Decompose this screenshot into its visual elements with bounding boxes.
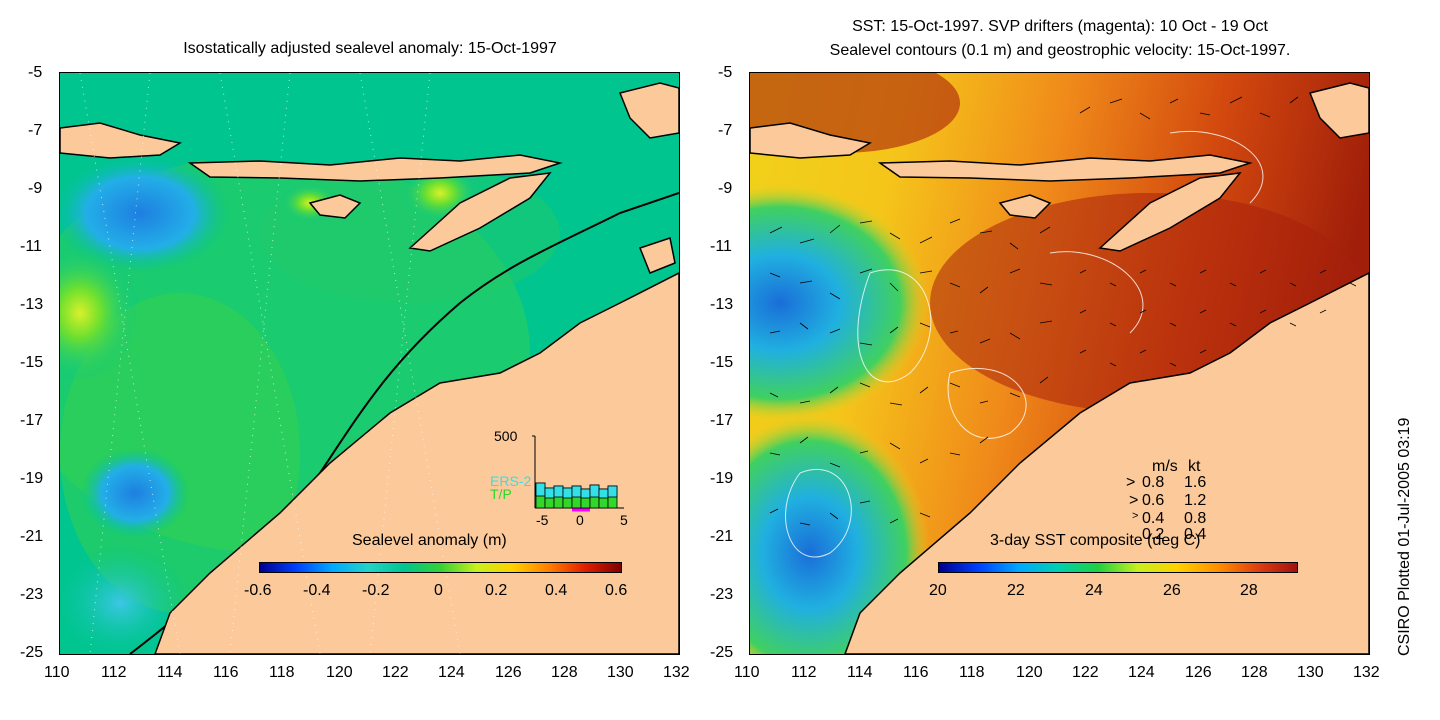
x-tick-label: 124 xyxy=(1128,664,1155,681)
sealevel-colorbar xyxy=(259,562,622,573)
x-tick-label: 128 xyxy=(551,664,578,681)
speed-legend-header-kt: kt xyxy=(1188,458,1201,475)
right-panel-title-line1: SST: 15-Oct-1997. SVP drifters (magenta)… xyxy=(852,18,1268,35)
y-tick-label: -15 xyxy=(20,354,44,371)
x-tick-label: 126 xyxy=(1185,664,1212,681)
colorbar-tick-label: 0.4 xyxy=(545,582,568,599)
inset-x-tick: -5 xyxy=(536,512,549,528)
speed-arrow-icon: > xyxy=(1126,474,1136,491)
speed-legend-header-ms: m/s xyxy=(1152,458,1178,475)
x-tick-label: 126 xyxy=(495,664,522,681)
y-tick-label: -17 xyxy=(710,412,734,429)
inset-y-max-label: 500 xyxy=(494,428,518,444)
sst-map xyxy=(749,72,1370,655)
y-tick-label: -21 xyxy=(20,528,44,545)
colorbar-tick-label: 0 xyxy=(434,582,443,599)
y-tick-label: -25 xyxy=(20,644,44,661)
speed-legend-kt: 0.8 xyxy=(1184,510,1207,527)
colorbar-tick-label: 20 xyxy=(929,582,947,599)
inset-x-tick: 5 xyxy=(620,512,628,528)
x-tick-label: 128 xyxy=(1241,664,1268,681)
inset-legend-tp: T/P xyxy=(490,486,512,502)
y-tick-label: -11 xyxy=(20,238,42,255)
y-tick-label: -11 xyxy=(710,238,732,255)
x-tick-label: 116 xyxy=(213,664,239,681)
x-tick-label: 112 xyxy=(101,664,127,681)
sst-colorbar xyxy=(938,562,1298,573)
x-tick-label: 122 xyxy=(1072,664,1099,681)
colorbar-tick-label: 28 xyxy=(1240,582,1258,599)
speed-legend: m/s kt > 0.8 1.6 > 0.6 1.2 > 0.4 0.8 0.2… xyxy=(1120,458,1240,543)
x-tick-label: 132 xyxy=(663,664,690,681)
x-tick-label: 120 xyxy=(326,664,353,681)
x-tick-label: 132 xyxy=(1353,664,1380,681)
speed-legend-ms: 0.6 xyxy=(1142,492,1165,509)
x-tick-label: 112 xyxy=(791,664,817,681)
x-tick-label: 120 xyxy=(1016,664,1043,681)
y-tick-label: -5 xyxy=(718,64,733,81)
y-tick-label: -13 xyxy=(20,296,44,313)
colorbar-tick-label: 0.6 xyxy=(605,582,628,599)
y-tick-label: -13 xyxy=(710,296,734,313)
colorbar-tick-label: 0.2 xyxy=(485,582,508,599)
inset-legend-ers2: ERS-2 xyxy=(490,473,532,489)
velocity-arrows xyxy=(769,96,1357,526)
colorbar-tick-label: 26 xyxy=(1163,582,1181,599)
speed-legend-kt: 1.2 xyxy=(1184,492,1207,509)
sealevel-colorbar-label: Sealevel anomaly (m) xyxy=(352,532,507,549)
colorbar-tick-label: 22 xyxy=(1007,582,1025,599)
sealevel-map-graphic xyxy=(60,73,679,654)
x-tick-label: 114 xyxy=(157,664,183,681)
speed-arrow-icon: > xyxy=(1129,492,1139,509)
sealevel-map xyxy=(59,72,680,655)
right-panel-title-line2: Sealevel contours (0.1 m) and geostrophi… xyxy=(829,42,1291,59)
plot-credit: CSIRO Plotted 01-Jul-2005 03:19 xyxy=(1396,417,1413,656)
x-tick-label: 110 xyxy=(734,664,760,681)
speed-legend-kt: 0.4 xyxy=(1184,526,1207,543)
y-tick-label: -21 xyxy=(710,528,734,545)
y-tick-label: -23 xyxy=(710,586,734,603)
y-tick-label: -7 xyxy=(28,122,43,139)
left-panel-title: Isostatically adjusted sealevel anomaly:… xyxy=(183,40,557,57)
y-tick-label: -15 xyxy=(710,354,734,371)
x-tick-label: 114 xyxy=(847,664,873,681)
track-histogram-inset: 500 ERS-2 T/P -5 0 xyxy=(490,428,640,528)
y-tick-label: -25 xyxy=(710,644,734,661)
x-tick-label: 130 xyxy=(1297,664,1324,681)
y-tick-label: -19 xyxy=(20,470,44,487)
x-tick-label: 122 xyxy=(382,664,409,681)
speed-legend-ms: 0.2 xyxy=(1142,526,1165,543)
speed-arrow-icon: > xyxy=(1132,510,1139,522)
x-tick-label: 124 xyxy=(438,664,465,681)
inset-x-tick: 0 xyxy=(576,512,584,528)
colorbar-tick-label: -0.4 xyxy=(303,582,331,599)
y-tick-label: -23 xyxy=(20,586,44,603)
speed-legend-ms: 0.4 xyxy=(1142,510,1165,527)
y-tick-label: -17 xyxy=(20,412,44,429)
sst-map-graphic xyxy=(750,73,1369,654)
x-tick-label: 118 xyxy=(959,664,985,681)
inset-histogram-graphic xyxy=(532,435,624,512)
y-tick-label: -19 xyxy=(710,470,734,487)
x-tick-label: 118 xyxy=(269,664,295,681)
speed-legend-ms: 0.8 xyxy=(1142,474,1165,491)
y-tick-label: -9 xyxy=(28,180,43,197)
x-tick-label: 130 xyxy=(607,664,634,681)
colorbar-tick-label: -0.2 xyxy=(362,582,390,599)
speed-legend-kt: 1.6 xyxy=(1184,474,1207,491)
y-tick-label: -7 xyxy=(718,122,733,139)
colorbar-tick-label: -0.6 xyxy=(244,582,272,599)
y-tick-label: -9 xyxy=(718,180,733,197)
y-tick-label: -5 xyxy=(28,64,43,81)
sst-colorbar-label: 3-day SST composite (deg C) xyxy=(990,532,1201,549)
x-tick-label: 116 xyxy=(903,664,929,681)
colorbar-tick-label: 24 xyxy=(1085,582,1103,599)
x-tick-label: 110 xyxy=(44,664,70,681)
